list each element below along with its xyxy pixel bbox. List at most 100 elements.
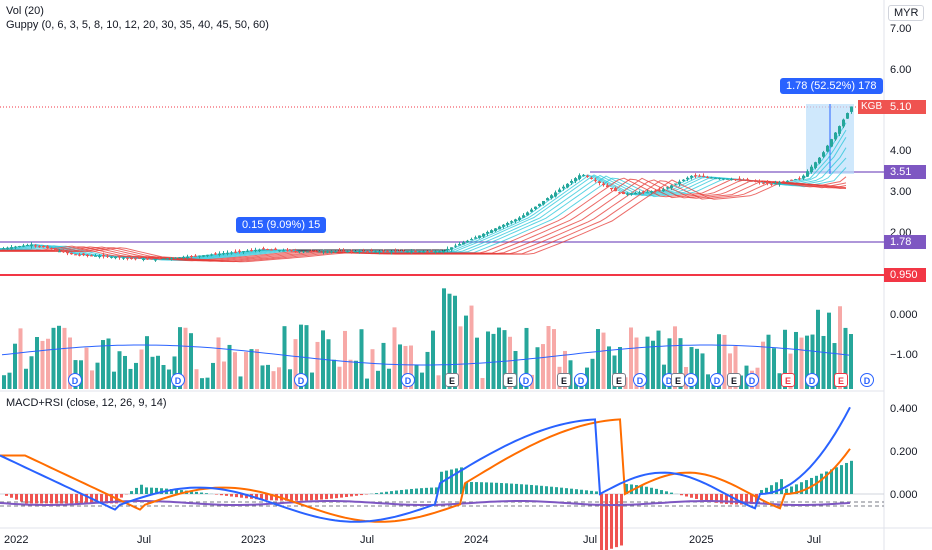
candle-body bbox=[498, 226, 501, 230]
candle-body bbox=[414, 251, 417, 253]
candle-body bbox=[490, 230, 493, 233]
histogram-bar bbox=[550, 486, 553, 494]
earnings-badge[interactable]: E bbox=[557, 373, 571, 387]
dividend-badge[interactable]: D bbox=[519, 373, 533, 387]
histogram-bar bbox=[495, 482, 498, 494]
candle-body bbox=[402, 250, 405, 252]
volume-bar bbox=[634, 337, 639, 389]
histogram-bar bbox=[325, 494, 328, 500]
candle-body bbox=[142, 258, 145, 260]
histogram-bar bbox=[180, 490, 183, 494]
candle-body bbox=[758, 181, 761, 183]
volume-bar bbox=[282, 326, 287, 389]
candle-body bbox=[38, 246, 41, 248]
volume-bar bbox=[409, 345, 413, 389]
volume-bar bbox=[326, 339, 331, 389]
histogram-bar bbox=[665, 491, 668, 494]
volume-indicator-label[interactable]: Vol (20) bbox=[6, 5, 44, 17]
currency-button[interactable]: MYR bbox=[888, 5, 925, 21]
candle-body bbox=[806, 171, 809, 177]
guppy-indicator-label[interactable]: Guppy (0, 6, 3, 5, 8, 10, 12, 20, 30, 35… bbox=[6, 19, 269, 31]
volume-bar bbox=[249, 349, 254, 389]
candle-body bbox=[598, 181, 601, 184]
histogram-bar bbox=[390, 491, 393, 494]
dividend-badge[interactable]: D bbox=[860, 373, 874, 387]
candle-body bbox=[274, 248, 277, 251]
histogram-bar bbox=[155, 487, 158, 494]
macd-indicator-label[interactable]: MACD+RSI (close, 12, 26, 9, 14) bbox=[6, 397, 167, 409]
volume-bar bbox=[211, 362, 215, 389]
candle-body bbox=[34, 245, 37, 247]
volume-bar bbox=[205, 377, 210, 389]
histogram-bar bbox=[850, 460, 853, 494]
histogram-bar bbox=[445, 470, 448, 494]
volume-bar bbox=[255, 349, 259, 389]
guppy-line bbox=[0, 180, 847, 263]
histogram-bar bbox=[240, 494, 243, 498]
candle-body bbox=[698, 175, 701, 177]
earnings-badge[interactable]: E bbox=[727, 373, 741, 387]
candle-body bbox=[794, 179, 797, 181]
dividend-badge[interactable]: D bbox=[710, 373, 724, 387]
volume-bar bbox=[706, 374, 710, 389]
earnings-badge[interactable]: E bbox=[781, 373, 795, 387]
dividend-badge[interactable]: D bbox=[401, 373, 415, 387]
histogram-bar bbox=[45, 494, 48, 504]
candle-body bbox=[134, 258, 137, 260]
candle-body bbox=[486, 231, 489, 234]
volume-bar bbox=[827, 312, 831, 389]
candle-body bbox=[494, 228, 497, 232]
histogram-bar bbox=[470, 481, 473, 494]
histogram-bar bbox=[745, 494, 748, 505]
candle-body bbox=[842, 119, 845, 127]
candle-body bbox=[534, 206, 537, 209]
candle-body bbox=[810, 166, 813, 173]
measure-label-second[interactable]: 1.78 (52.52%) 178 bbox=[780, 78, 883, 94]
candle-body bbox=[226, 252, 229, 254]
volume-bar bbox=[739, 375, 743, 389]
candle-body bbox=[514, 219, 517, 222]
volume-bar bbox=[805, 335, 809, 389]
histogram-bar bbox=[750, 494, 753, 505]
volume-bar bbox=[40, 340, 45, 389]
dividend-badge[interactable]: D bbox=[684, 373, 698, 387]
dividend-badge[interactable]: D bbox=[745, 373, 759, 387]
symbol-tag: KGB bbox=[858, 100, 886, 114]
candle-body bbox=[130, 258, 133, 260]
histogram-bar bbox=[110, 494, 113, 504]
earnings-badge[interactable]: E bbox=[445, 373, 459, 387]
dividend-badge[interactable]: D bbox=[805, 373, 819, 387]
candle-body bbox=[646, 191, 649, 193]
dividend-badge[interactable]: D bbox=[171, 373, 185, 387]
earnings-badge[interactable]: E bbox=[834, 373, 848, 387]
candle-body bbox=[290, 249, 293, 251]
candle-body bbox=[622, 191, 625, 195]
histogram-bar bbox=[360, 494, 363, 496]
volume-bar bbox=[46, 338, 50, 389]
price-tick: 3.00 bbox=[890, 186, 912, 198]
candle-body bbox=[822, 152, 825, 157]
histogram-bar bbox=[590, 490, 593, 494]
earnings-badge[interactable]: E bbox=[503, 373, 517, 387]
histogram-bar bbox=[830, 469, 833, 494]
dividend-badge[interactable]: D bbox=[68, 373, 82, 387]
candle-body bbox=[718, 178, 721, 180]
earnings-badge[interactable]: E bbox=[612, 373, 626, 387]
volume-bar bbox=[90, 370, 94, 389]
dividend-badge[interactable]: D bbox=[574, 373, 588, 387]
candle-body bbox=[654, 190, 657, 192]
volume-bar bbox=[194, 369, 199, 389]
last-price-tag: 5.10 bbox=[884, 100, 926, 114]
volume-bar bbox=[843, 327, 848, 389]
volume-bar bbox=[761, 341, 765, 389]
candle-body bbox=[554, 192, 557, 197]
histogram-bar bbox=[715, 494, 718, 503]
earnings-badge[interactable]: E bbox=[671, 373, 685, 387]
histogram-bar bbox=[435, 487, 438, 494]
dividend-badge[interactable]: D bbox=[633, 373, 647, 387]
histogram-bar bbox=[765, 487, 768, 494]
measure-label-first[interactable]: 0.15 (9.09%) 15 bbox=[236, 217, 327, 233]
dividend-badge[interactable]: D bbox=[294, 373, 308, 387]
